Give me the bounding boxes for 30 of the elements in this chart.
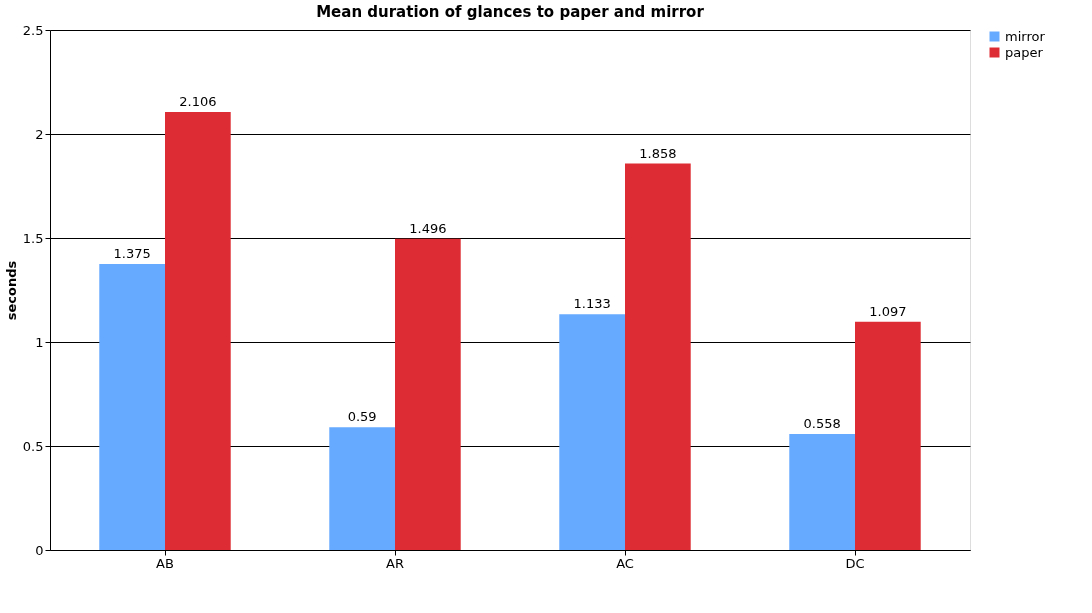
data-label: 1.375 bbox=[113, 246, 151, 261]
x-tick-label: DC bbox=[845, 555, 865, 571]
x-tick-label: AR bbox=[386, 555, 404, 571]
data-label: 1.496 bbox=[409, 220, 447, 236]
bar bbox=[99, 264, 165, 550]
bar bbox=[855, 321, 921, 550]
bar bbox=[165, 111, 231, 550]
chart-title: Mean duration of glances to paper and mirror bbox=[316, 3, 705, 21]
bar bbox=[329, 427, 395, 550]
data-label: 2.106 bbox=[179, 93, 217, 109]
data-label: 1.858 bbox=[639, 145, 677, 161]
legend-label: mirror bbox=[1005, 28, 1046, 44]
y-tick-label: 0 bbox=[35, 542, 44, 558]
data-label: 1.097 bbox=[869, 303, 907, 319]
legend-label: paper bbox=[1005, 44, 1044, 60]
data-label: 0.59 bbox=[347, 409, 377, 425]
data-label: 0.558 bbox=[803, 415, 841, 431]
y-tick-label: 2.5 bbox=[22, 22, 44, 38]
y-axis-title: seconds bbox=[3, 260, 19, 321]
bar bbox=[625, 163, 691, 550]
bar bbox=[395, 238, 461, 550]
x-tick-label: AC bbox=[616, 555, 634, 571]
y-tick-label: 0.5 bbox=[22, 438, 44, 454]
bar bbox=[559, 314, 625, 550]
y-tick-label: 2 bbox=[35, 126, 44, 142]
x-tick-label: AB bbox=[156, 555, 174, 571]
y-tick-label: 1.5 bbox=[22, 230, 44, 246]
bar bbox=[789, 433, 855, 550]
y-tick-label: 1 bbox=[35, 334, 44, 350]
data-label: 1.133 bbox=[573, 296, 611, 312]
